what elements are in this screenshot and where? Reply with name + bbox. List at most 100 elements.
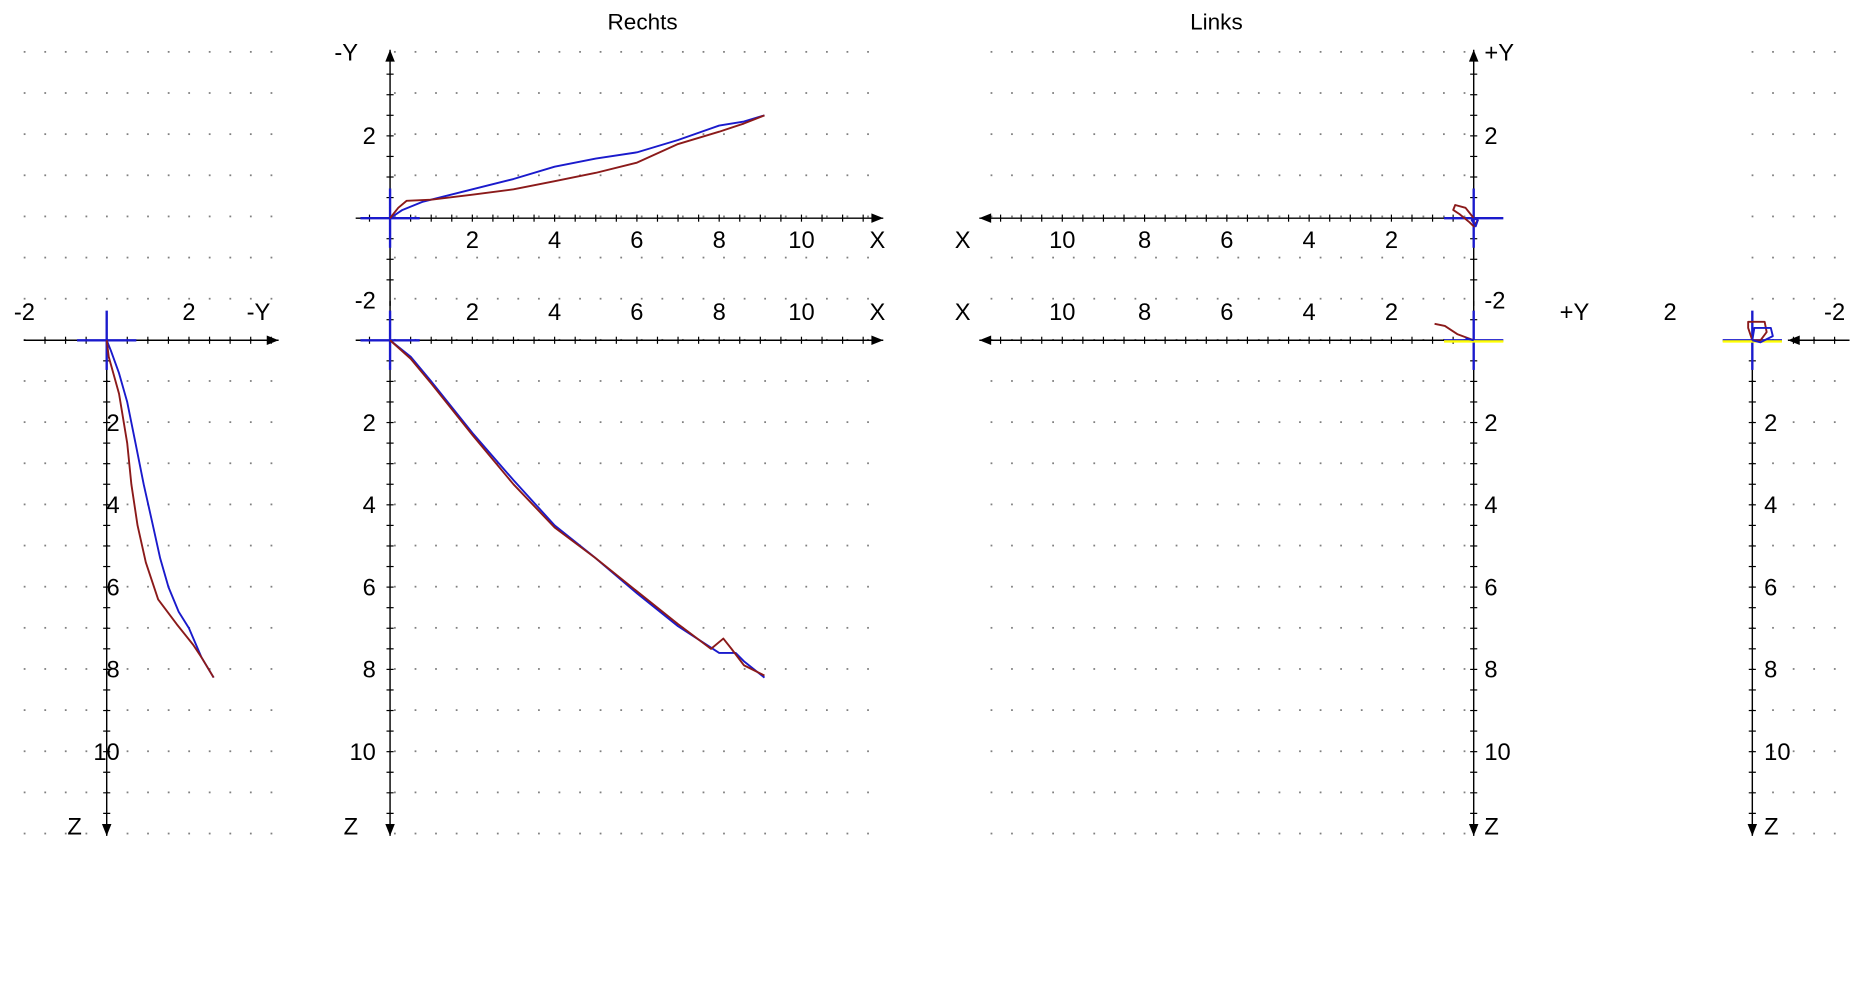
grid-dot: [85, 50, 88, 53]
grid-dot: [1299, 585, 1301, 588]
grid-dot: [1031, 92, 1034, 94]
grid-dot: [1463, 462, 1466, 465]
grid-dot: [784, 668, 787, 670]
grid-dot: [1319, 668, 1322, 670]
grid-dot: [496, 133, 499, 136]
grid-dot: [1299, 750, 1301, 753]
grid-dot: [1319, 174, 1322, 177]
grid-dot: [1422, 462, 1425, 465]
grid-dot: [1792, 668, 1795, 670]
grid-dot: [764, 297, 767, 300]
grid-dot: [846, 421, 849, 424]
grid-dot: [1299, 791, 1301, 794]
grid-dot: [1278, 503, 1281, 506]
grid-dot: [1833, 503, 1836, 506]
grid-dot: [784, 709, 787, 712]
x-tick-label: 2: [182, 300, 195, 326]
x-tick-label: 10: [788, 300, 814, 326]
grid-dot: [681, 380, 684, 382]
grid-dot: [44, 462, 47, 465]
grid-dot: [455, 133, 458, 136]
y-tick-label: 6: [363, 575, 376, 601]
grid-dot: [1751, 174, 1754, 177]
grid-dot: [784, 133, 787, 136]
grid-dot: [1052, 256, 1054, 259]
grid-dot: [1237, 50, 1240, 53]
grid-dot: [1216, 50, 1219, 53]
grid-dot: [1216, 585, 1219, 588]
grid-dot: [476, 791, 479, 794]
grid-dot: [846, 92, 849, 94]
grid-dot: [1772, 791, 1774, 794]
grid-dot: [167, 750, 170, 753]
grid-dot: [579, 585, 581, 588]
grid-dot: [846, 380, 849, 382]
grid-dot: [1196, 668, 1199, 670]
grid-dot: [1011, 544, 1013, 547]
grid-dot: [640, 462, 643, 465]
grid-dot: [620, 297, 623, 300]
grid-dot: [640, 750, 643, 753]
grid-dot: [1792, 626, 1795, 629]
grid-dot: [414, 750, 417, 753]
y-tick-label: 4: [107, 493, 120, 519]
grid-dot: [1401, 50, 1404, 53]
grid-dot: [188, 503, 191, 506]
y-tick-label: 10: [1484, 740, 1510, 766]
grid-dot: [990, 709, 993, 712]
grid-dot: [538, 750, 540, 753]
grid-dot: [188, 215, 191, 218]
grid-dot: [1401, 585, 1404, 588]
grid-dot: [167, 215, 170, 218]
grid-dot: [147, 544, 149, 547]
grid-dot: [126, 832, 129, 835]
grid-dot: [414, 174, 417, 177]
grid-dot: [1113, 462, 1116, 465]
grid-dot: [208, 832, 211, 835]
grid-dot: [1155, 668, 1157, 670]
grid-dot: [764, 668, 767, 670]
grid-dot: [496, 50, 499, 53]
x-tick-label: 6: [1220, 300, 1233, 326]
grid-dot: [538, 791, 540, 794]
grid-dot: [1792, 297, 1795, 300]
grid-dot: [435, 791, 437, 794]
y-axis-arrow: [101, 823, 112, 836]
grid-dot: [846, 503, 849, 506]
grid-dot: [640, 668, 643, 670]
grid-dot: [1093, 503, 1096, 506]
grid-dot: [1052, 133, 1054, 136]
grid-dot: [599, 50, 602, 53]
grid-dot: [826, 421, 828, 424]
grid-dot: [764, 626, 767, 629]
chart-canvas: 2 4 6 8 10 2 -2 X -Y 2 4 6 8 10 2 4 6 8 10 X Z -2 2 2 4 6 8 10 -Y Z 2 4…: [14, 10, 1850, 839]
grid-dot: [44, 174, 47, 177]
grid-dot: [681, 544, 684, 547]
grid-dot: [558, 174, 561, 177]
grid-dot: [681, 750, 684, 753]
grid-dot: [229, 626, 232, 629]
grid-dot: [702, 462, 705, 465]
grid-dot: [1216, 544, 1219, 547]
grid-dot: [476, 50, 479, 53]
grid-dot: [188, 92, 191, 94]
grid-dot: [1155, 832, 1157, 835]
grid-dot: [1278, 585, 1281, 588]
grid-dot: [1463, 50, 1466, 53]
grid-dot: [1401, 503, 1404, 506]
grid-dot: [1299, 174, 1301, 177]
grid-dot: [579, 709, 581, 712]
grid-dot: [188, 50, 191, 53]
grid-dot: [1360, 421, 1363, 424]
grid-dot: [126, 297, 129, 300]
grid-dot: [1792, 50, 1795, 53]
grid-dot: [147, 832, 149, 835]
grid-dot: [147, 668, 149, 670]
grid-dot: [1813, 832, 1816, 835]
grid-dot: [496, 832, 499, 835]
grid-dot: [1442, 791, 1445, 794]
grid-dot: [867, 791, 869, 794]
grid-dot: [579, 668, 581, 670]
grid-dot: [1175, 626, 1178, 629]
x-tick-label: 8: [713, 300, 726, 326]
